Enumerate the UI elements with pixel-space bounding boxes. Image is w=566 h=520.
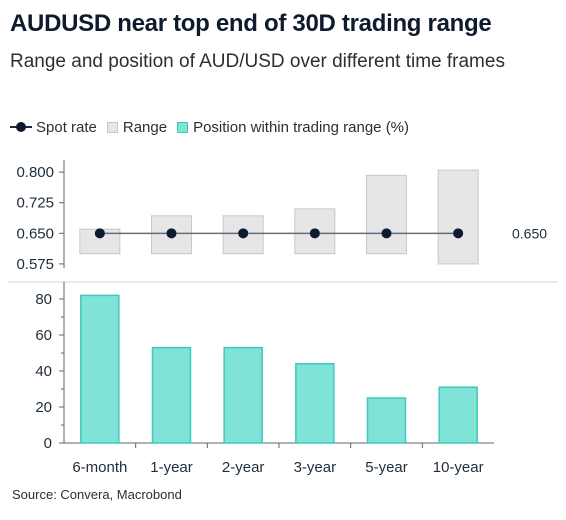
position-bar [151,346,192,444]
position-bar [438,386,478,444]
top-y-tick-label: 0.575 [16,256,54,273]
bottom-y-tick-label: 60 [35,327,52,344]
spot-rate-value-label: 0.650 [512,225,547,241]
bottom-y-tick-label: 80 [35,291,52,308]
bottom-y-tick-label: 40 [35,363,52,380]
legend-item-position: Position within trading range (%) [177,119,409,136]
spot-rate-point [94,228,105,239]
chart-title: AUDUSD near top end of 30D trading range [10,10,492,37]
position-bar [223,346,263,444]
x-tick-label: 2-year [222,459,265,476]
legend-range-label: Range [122,118,168,136]
x-tick-label: 5-year [365,459,408,476]
range-box [437,169,479,265]
x-tick-label: 1-year [150,459,193,476]
top-y-tick-label: 0.725 [16,195,54,212]
bottom-y-tick-label: 20 [35,399,52,416]
legend-item-range: Range [106,118,168,136]
position-bar [295,363,335,444]
top-y-tick-label: 0.650 [16,225,54,242]
spot-rate-point [166,228,177,239]
spot-rate-point [238,228,249,239]
bottom-y-tick-label: 0 [44,435,52,452]
legend-range-swatch-icon [106,121,118,133]
legend-spot-label: Spot rate [36,118,97,136]
position-bar [80,294,120,444]
x-tick-label: 3-year [294,459,337,476]
legend-position-swatch-icon [177,121,189,133]
source-note: Source: Convera, Macrobond [12,487,182,502]
legend-spot-marker-icon [10,122,32,132]
spot-rate-point [309,228,320,239]
legend: Spot rate Range Position within trading … [10,116,419,138]
chart-subtitle: Range and position of AUD/USD over diffe… [10,51,505,72]
x-tick-label: 6-month [72,459,127,476]
top-y-tick-label: 0.800 [16,164,54,181]
range-box [366,174,407,255]
x-tick-label: 10-year [433,459,484,476]
position-bar [366,397,407,444]
legend-position-label: Position within trading range (%) [193,118,410,136]
spot-rate-point [381,228,392,239]
legend-item-spot: Spot rate [10,119,97,136]
range-position-chart: 0.575 0.650 0.725 0.800 0 20 40 60 80 0.650 6-mont… [8,160,558,476]
spot-rate-point [453,228,464,239]
